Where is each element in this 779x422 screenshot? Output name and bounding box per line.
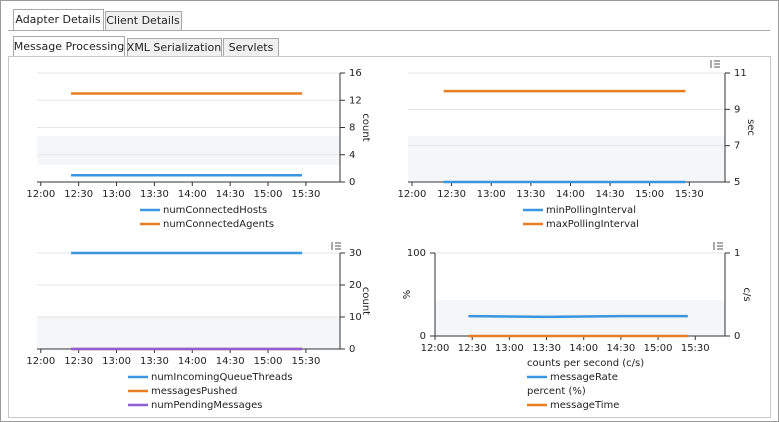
tab-label[interactable]: Adapter Details [15,13,101,26]
x-tick-label: 15:00 [635,189,664,200]
y-tick-label: 9 [734,104,740,115]
chart-menu-icon[interactable] [331,60,723,250]
x-tick-label: 13:30 [516,189,545,200]
y-tick-label: 7 [734,141,740,152]
x-tick-label: 12:30 [64,189,93,200]
x-tick-label: 12:00 [398,189,427,200]
x-tick-label: 13:00 [477,189,506,200]
y-tick-label: 5 [734,177,740,188]
x-tick-label: 12:30 [458,343,487,354]
legend-label: messagesPushed [151,386,237,397]
tab[interactable] [105,11,182,31]
legend-label: numIncomingQueueThreads [151,372,293,383]
legend-label: maxPollingInterval [546,219,639,230]
plot-band [37,317,340,349]
x-tick-label: 13:00 [102,356,131,367]
legend-label: numConnectedHosts [163,205,267,216]
x-tick-label: 15:30 [291,189,320,200]
plot-band [408,136,725,182]
plot-band [435,300,725,336]
x-tick-label: 13:30 [532,343,561,354]
tab-label[interactable]: Client Details [106,14,180,27]
subtab-label[interactable]: Servlets [229,41,274,54]
x-tick-label: 14:30 [606,343,635,354]
x-tick-label: 15:30 [675,189,704,200]
subtab-label[interactable]: XML Serialization [127,41,221,54]
y-tick-label: 10 [349,312,362,323]
y-tick-label: 100 [407,248,426,259]
y-tick-label: 30 [349,248,362,259]
y2-tick-label: 0 [734,331,740,342]
legend-label: messageRate [550,372,618,383]
y-tick-label: 4 [349,150,355,161]
y-tick-label: 8 [349,123,355,134]
x-tick-label: 12:30 [64,356,93,367]
tab[interactable] [13,9,104,31]
x-tick-label: 13:00 [495,343,524,354]
y2-axis-label: c/s [741,287,752,301]
series-line [468,314,688,319]
x-tick-label: 12:00 [421,343,450,354]
y-axis-label: count [360,113,371,141]
x-tick-label: 13:30 [140,189,169,200]
x-tick-label: 15:00 [254,189,283,200]
x-tick-label: 14:30 [216,189,245,200]
x-tick-label: 12:00 [26,189,55,200]
panel-border [8,56,771,418]
legend-label: messageTime [550,400,619,411]
y-tick-label: 20 [349,280,362,291]
x-tick-label: 14:00 [178,189,207,200]
y-tick-label: 12 [349,95,362,106]
x-tick-label: 14:00 [178,356,207,367]
legend-label: numPendingMessages [151,400,262,411]
legend-label: minPollingInterval [546,205,636,216]
x-tick-label: 14:30 [596,189,625,200]
y-tick-label: 0 [349,177,355,188]
x-tick-label: 15:00 [644,343,673,354]
y-axis-label: sec [745,119,756,136]
x-tick-label: 14:00 [569,343,598,354]
legend-label: numConnectedAgents [163,219,274,230]
x-tick-label: 12:00 [26,356,55,367]
y-tick-label: 16 [349,68,362,79]
x-tick-label: 15:00 [254,356,283,367]
plot-band [37,136,340,165]
x-tick-label: 12:30 [437,189,466,200]
y-tick-label: 0 [420,331,426,342]
x-tick-label: 15:30 [291,356,320,367]
y2-tick-label: 1 [734,248,740,259]
x-tick-label: 14:00 [556,189,585,200]
legend-heading: percent (%) [527,386,586,397]
legend-heading: counts per second (c/s) [527,358,644,369]
x-tick-label: 15:30 [681,343,710,354]
y-axis-label: count [360,287,371,315]
x-tick-label: 13:30 [140,356,169,367]
y-tick-label: 11 [734,68,747,79]
x-tick-label: 14:30 [216,356,245,367]
y-tick-label: 0 [349,344,355,355]
x-tick-label: 13:00 [102,189,131,200]
y-axis-label: % [402,290,413,300]
subtab-label[interactable]: Message Processing [14,40,124,53]
